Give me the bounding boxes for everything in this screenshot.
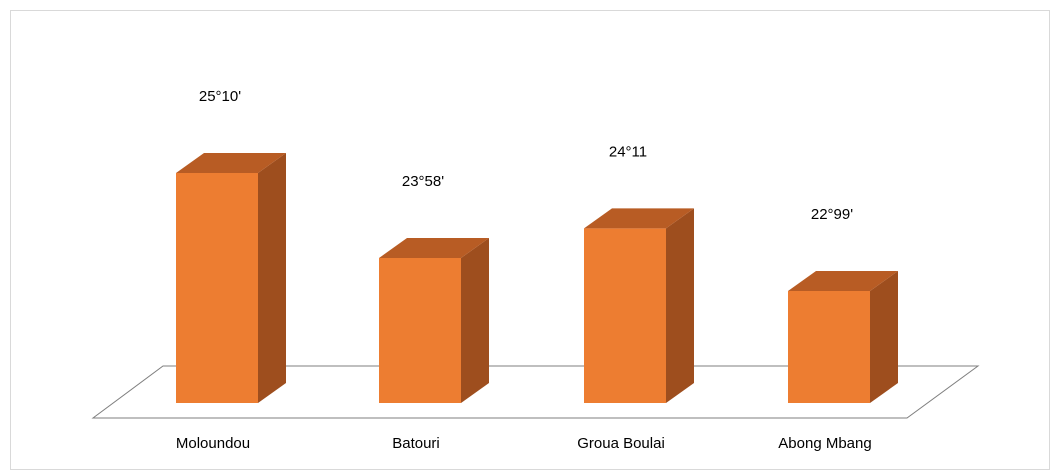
category-label: Moloundou	[176, 435, 250, 452]
bar-front	[379, 258, 461, 403]
bar-side	[258, 153, 286, 403]
bar	[176, 153, 286, 403]
bar-front	[176, 173, 258, 403]
bar-front	[584, 228, 666, 403]
bar	[379, 238, 489, 403]
data-label: 23°58'	[402, 173, 444, 190]
data-label: 24°11	[609, 143, 647, 160]
bar-side	[666, 208, 694, 403]
chart-floor	[91, 365, 980, 419]
category-label: Groua Boulai	[577, 435, 665, 452]
bar-chart: 25°10' Moloundou 23°58' Batouri 24°11 Groua B…	[91, 88, 980, 452]
category-label: Abong Mbang	[778, 435, 871, 452]
bar-top	[788, 271, 898, 291]
data-label: 22°99'	[811, 206, 853, 223]
bar-top	[584, 208, 694, 229]
bar-side	[870, 271, 898, 403]
bar	[788, 271, 898, 403]
bar-top	[176, 153, 286, 173]
category-label: Batouri	[392, 435, 440, 452]
bar-front	[788, 291, 870, 403]
data-label: 25°10'	[199, 88, 241, 105]
bar-side	[461, 238, 489, 403]
bar-top	[379, 238, 489, 259]
bar	[584, 208, 694, 403]
